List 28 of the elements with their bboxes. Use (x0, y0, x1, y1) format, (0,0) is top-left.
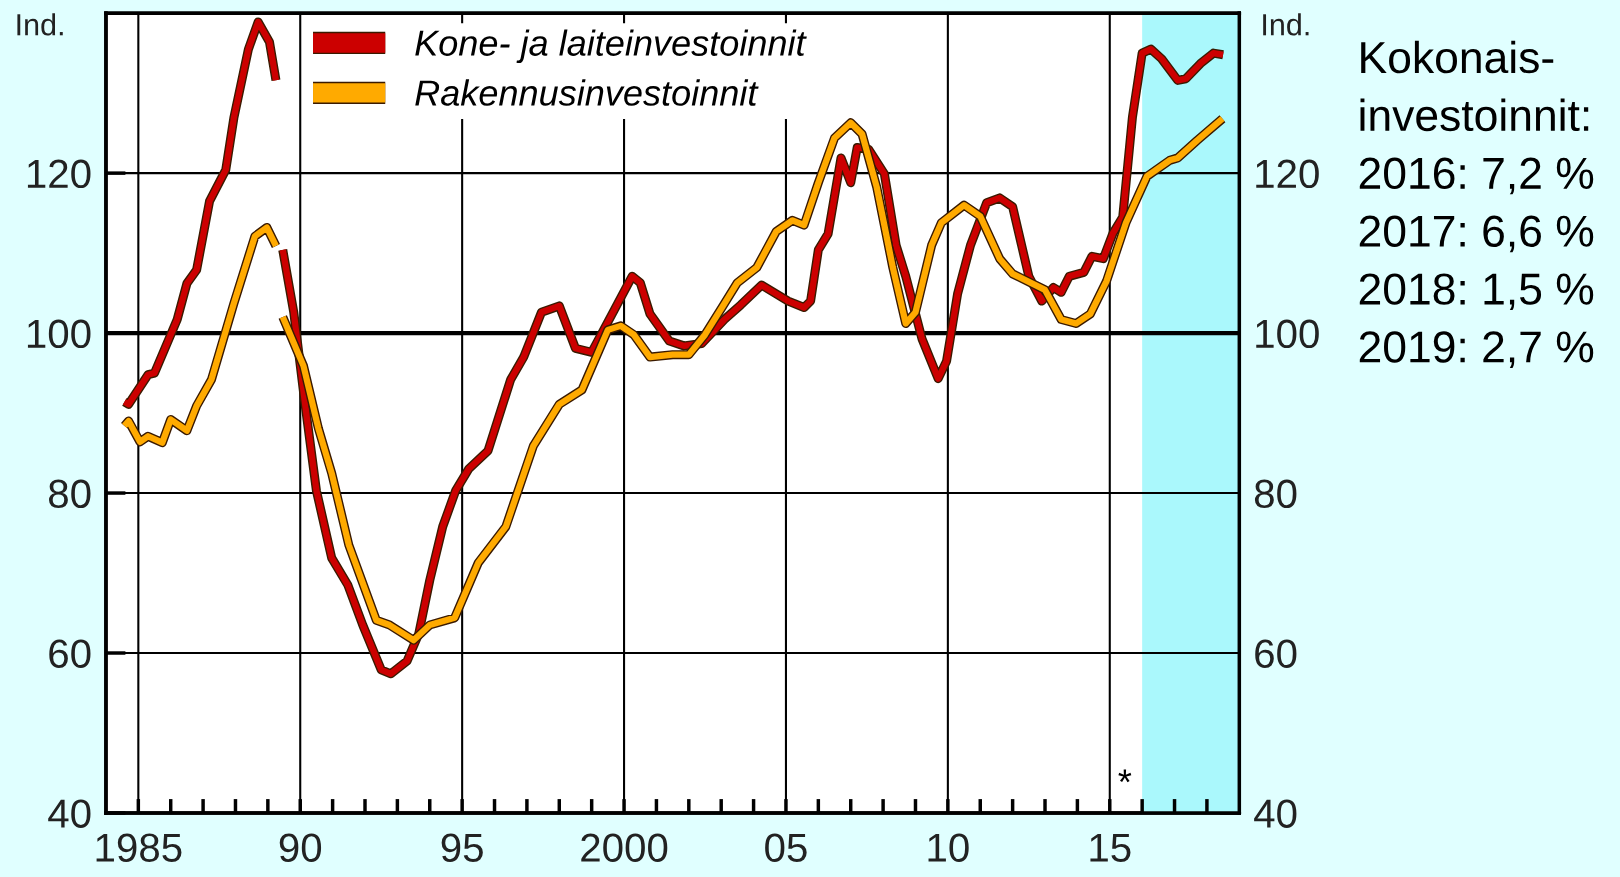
x-tick-label: 95 (441, 833, 483, 863)
y-tick-label: 100 (27, 319, 91, 349)
y-tick-label: 60 (49, 639, 91, 669)
y2-tick-label: 120 (1256, 159, 1319, 189)
y2-tick-label: 80 (1254, 479, 1297, 509)
y-tick-label: 40 (48, 799, 91, 828)
y2-tick-label: 60 (1255, 639, 1297, 669)
legend-label: Rakennusinvestoinnit (415, 79, 759, 106)
text: 2019: 2,7 % (1359, 331, 1594, 368)
x-tick-label: 15 (1090, 833, 1131, 863)
y-tick-label: 80 (49, 479, 91, 509)
text: 2017: 6,6 % (1359, 215, 1594, 253)
annotation: * (1118, 769, 1132, 783)
text: 2018: 1,5 % (1359, 273, 1594, 311)
x-tick-label: 2000 (581, 833, 668, 863)
x-tick-label: 10 (928, 833, 969, 863)
legend-label: Kone- ja laiteinvestoinnit (415, 29, 807, 64)
x-tick-label: 90 (279, 833, 322, 863)
text: Kokonais- (1361, 40, 1554, 74)
x-tick-label: 1985 (96, 833, 182, 863)
text: 2016: 7,2 % (1359, 157, 1594, 195)
x-tick-label: 05 (765, 833, 807, 863)
y-tick-label: 120 (27, 159, 91, 189)
y-axis-title: Ind. (17, 13, 63, 36)
text: investoinnit: (1360, 98, 1589, 132)
y2-axis-title: Ind. (1263, 13, 1309, 36)
y2-tick-label: 100 (1256, 319, 1319, 349)
y2-tick-label: 40 (1254, 799, 1297, 828)
